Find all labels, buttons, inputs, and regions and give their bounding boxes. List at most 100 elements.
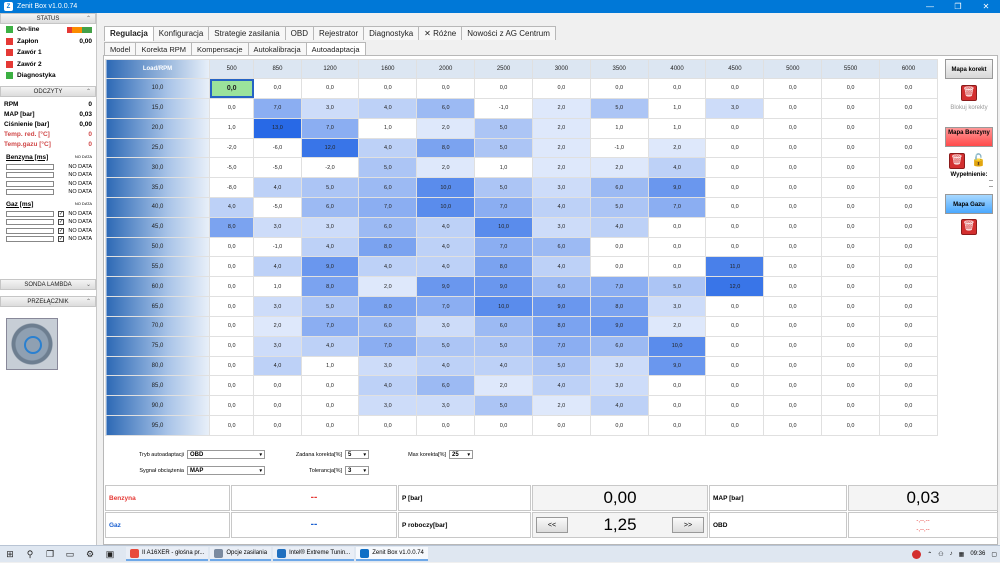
decrease-button[interactable]: << [536, 517, 568, 533]
grid-cell[interactable]: 1,0 [300, 355, 360, 377]
grid-cell[interactable]: 0,0 [300, 78, 360, 99]
sonda-header[interactable]: SONDA LAMBDA ⌄ [0, 279, 96, 290]
grid-cell[interactable]: 0,0 [879, 395, 938, 417]
subtab-autokalibracja[interactable]: Autokalibracja [247, 42, 307, 55]
grid-cell[interactable]: 5,0 [358, 157, 418, 179]
tab-konfiguracja[interactable]: Konfiguracja [152, 26, 210, 40]
grid-cell[interactable]: 3,0 [647, 296, 707, 317]
grid-cell[interactable]: 0,0 [821, 355, 881, 377]
grid-cell[interactable]: 8,0 [531, 315, 591, 337]
grid-cell[interactable]: 9,0 [647, 177, 707, 198]
grid-cell[interactable]: 0,0 [647, 415, 707, 436]
grid-cell[interactable]: 0,0 [821, 216, 881, 238]
grid-cell[interactable]: 0,0 [589, 236, 649, 258]
blokuj-korekty-button[interactable]: Blokuj korekty [950, 105, 988, 111]
grid-cell[interactable]: 3,0 [300, 216, 360, 238]
tab-rejestrator[interactable]: Rejestrator [313, 26, 365, 40]
grid-cell[interactable]: 0,0 [879, 256, 938, 278]
grid-cell[interactable]: 5,0 [300, 296, 360, 317]
grid-cell[interactable]: 6,0 [589, 177, 649, 198]
grid-cell[interactable]: -5,0 [253, 157, 302, 179]
trash-icon[interactable]: 🗑 [961, 219, 977, 235]
grid-cell[interactable]: 4,0 [416, 216, 476, 238]
grid-cell[interactable]: 0,0 [821, 236, 881, 258]
grid-cell[interactable]: -1,0 [474, 97, 533, 119]
grid-cell[interactable]: 3,0 [416, 395, 476, 417]
grid-cell[interactable]: 0,0 [208, 375, 255, 397]
grid-cell[interactable]: 6,0 [416, 375, 476, 397]
grid-cell[interactable]: 13,0 [253, 117, 302, 139]
grid-cell[interactable]: 4,0 [589, 216, 649, 238]
grid-cell[interactable]: 7,0 [300, 117, 360, 139]
readings-header[interactable]: ODCZYTY ⌃ [0, 85, 96, 97]
grid-cell[interactable]: 4,0 [300, 335, 360, 357]
grid-cell[interactable]: 0,0 [879, 197, 938, 218]
grid-cell[interactable]: 4,0 [358, 137, 418, 159]
minimize-button[interactable]: — [926, 2, 934, 11]
subtab-korekta-rpm[interactable]: Korekta RPM [135, 42, 193, 55]
przelacznik-header[interactable]: PRZEŁĄCZNIK ⌃ [0, 296, 96, 307]
tab-r-ne[interactable]: ✕ Różne [418, 26, 463, 40]
taskbar-app[interactable]: Intel® Extreme Tunin... [273, 547, 355, 561]
trash-icon[interactable]: 🗑 [949, 153, 965, 169]
grid-cell[interactable]: 0,0 [821, 177, 881, 198]
grid-cell[interactable]: 5,0 [474, 137, 533, 159]
grid-cell[interactable]: 5,0 [474, 335, 533, 357]
grid-cell[interactable]: 0,0 [763, 78, 823, 99]
grid-cell[interactable]: 4,0 [253, 256, 302, 278]
grid-cell[interactable]: 2,0 [531, 137, 591, 159]
grid-cell[interactable]: 0,0 [879, 236, 938, 258]
grid-cell[interactable]: 0,0 [705, 78, 765, 99]
close-button[interactable]: ✕ [982, 2, 990, 11]
search-icon[interactable]: ⚲ [26, 548, 34, 559]
grid-cell[interactable]: 0,0 [647, 216, 707, 238]
taskbar-app[interactable]: Zenit Box v1.0.0.74 [356, 547, 428, 561]
grid-cell[interactable]: 0,0 [763, 97, 823, 119]
grid-cell[interactable]: 0,0 [589, 415, 649, 436]
grid-cell[interactable]: 3,0 [358, 395, 418, 417]
grid-cell[interactable]: 8,0 [589, 296, 649, 317]
grid-cell[interactable]: 0,0 [208, 415, 255, 436]
grid-cell[interactable]: 4,0 [531, 375, 591, 397]
maximize-button[interactable]: ❐ [954, 2, 962, 11]
grid-cell[interactable]: 4,0 [416, 256, 476, 278]
zadana-select[interactable]: 5 ▾ [345, 450, 369, 459]
grid-cell[interactable]: 6,0 [358, 216, 418, 238]
grid-cell[interactable]: 0,0 [879, 117, 938, 139]
grid-cell[interactable]: 0,0 [763, 216, 823, 238]
grid-cell[interactable]: 6,0 [474, 315, 533, 337]
grid-cell[interactable]: 0,0 [763, 415, 823, 436]
grid-cell[interactable]: 3,0 [589, 375, 649, 397]
grid-cell[interactable]: 5,0 [416, 335, 476, 357]
grid-cell[interactable]: 4,0 [358, 256, 418, 278]
grid-cell[interactable]: 0,0 [879, 97, 938, 119]
file-explorer-icon[interactable]: ▭ [65, 548, 75, 559]
grid-cell[interactable]: 1,0 [589, 117, 649, 139]
grid-cell[interactable]: 6,0 [589, 335, 649, 357]
grid-cell[interactable]: 4,0 [358, 375, 418, 397]
grid-cell[interactable]: 0,0 [358, 78, 418, 99]
grid-cell[interactable]: 0,0 [208, 335, 255, 357]
grid-cell[interactable]: 7,0 [531, 335, 591, 357]
injector-checkbox[interactable]: ✓ [58, 227, 64, 234]
grid-cell[interactable]: 0,0 [705, 415, 765, 436]
increase-button[interactable]: >> [672, 517, 704, 533]
task-view-icon[interactable]: ❐ [45, 548, 55, 559]
grid-cell[interactable]: 6,0 [416, 97, 476, 119]
grid-cell[interactable]: 2,0 [358, 276, 418, 298]
grid-cell[interactable]: 0,0 [763, 315, 823, 337]
grid-cell[interactable]: 1,0 [647, 97, 707, 119]
grid-cell[interactable]: 4,0 [647, 157, 707, 179]
grid-cell[interactable]: 0,0 [300, 395, 360, 417]
grid-cell[interactable]: 0,0 [705, 296, 765, 317]
subtab-model[interactable]: Model [104, 42, 137, 55]
grid-cell[interactable]: 11,0 [705, 256, 765, 278]
grid-cell[interactable]: 0,0 [253, 78, 302, 99]
grid-cell[interactable]: 0,0 [208, 276, 255, 298]
grid-cell[interactable]: 0,0 [705, 355, 765, 377]
grid-cell[interactable]: 7,0 [474, 197, 533, 218]
grid-cell[interactable]: 0,0 [763, 157, 823, 179]
grid-cell[interactable]: 8,0 [416, 137, 476, 159]
grid-cell[interactable]: 0,0 [705, 137, 765, 159]
tolerancja-select[interactable]: 3 ▾ [345, 466, 369, 475]
